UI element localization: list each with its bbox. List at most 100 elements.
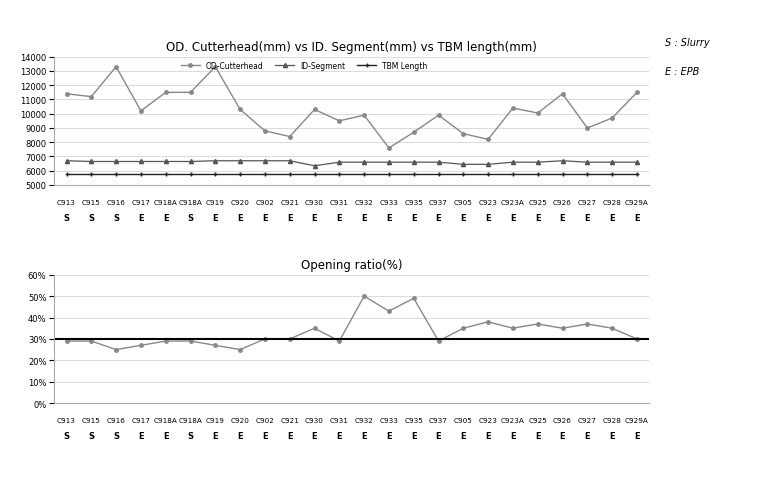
Text: E: E <box>386 431 392 440</box>
TBM Length <box>384 171 393 177</box>
OD-Cutterhead <box>261 129 270 134</box>
TBM Length <box>211 171 220 177</box>
TBM Length <box>632 171 642 177</box>
Text: C937: C937 <box>429 200 448 205</box>
Text: C937: C937 <box>429 417 448 423</box>
Text: C919: C919 <box>206 417 225 423</box>
Text: S: S <box>63 213 70 222</box>
TBM Length <box>310 171 319 177</box>
Text: E: E <box>237 213 243 222</box>
ID-Segment <box>136 159 145 165</box>
Text: C920: C920 <box>230 417 250 423</box>
Text: S: S <box>63 431 70 440</box>
Text: E: E <box>634 431 640 440</box>
Text: C932: C932 <box>355 200 373 205</box>
OD-Cutterhead <box>186 90 195 96</box>
Text: C933: C933 <box>380 200 398 205</box>
Text: C913: C913 <box>57 200 76 205</box>
Text: C916: C916 <box>107 417 125 423</box>
TBM Length <box>87 171 96 177</box>
Text: E: E <box>262 213 267 222</box>
OD-Cutterhead <box>111 65 121 71</box>
TBM Length <box>483 171 492 177</box>
Text: E: E <box>361 213 367 222</box>
TBM Length <box>285 171 295 177</box>
TBM Length <box>359 171 369 177</box>
Text: S: S <box>88 213 94 222</box>
ID-Segment <box>310 164 319 169</box>
ID-Segment <box>558 158 567 164</box>
Text: C902: C902 <box>255 200 274 205</box>
ID-Segment <box>608 160 617 166</box>
Text: C931: C931 <box>330 417 349 423</box>
ID-Segment <box>583 160 592 166</box>
Text: E: E <box>163 213 169 222</box>
OD-Cutterhead <box>509 106 518 112</box>
ID-Segment <box>434 160 443 166</box>
TBM Length <box>186 171 195 177</box>
TBM Length <box>409 171 418 177</box>
Text: C905: C905 <box>454 200 473 205</box>
Line: OD-Cutterhead: OD-Cutterhead <box>65 66 638 150</box>
Line: TBM Length: TBM Length <box>64 172 639 177</box>
OD-Cutterhead <box>87 95 96 100</box>
Text: E: E <box>237 431 243 440</box>
Text: E: E <box>262 431 267 440</box>
Text: C927: C927 <box>578 417 597 423</box>
TBM Length <box>458 171 468 177</box>
Text: C933: C933 <box>380 417 398 423</box>
Text: C913: C913 <box>57 417 76 423</box>
Text: E: E <box>461 213 466 222</box>
Title: Opening ratio(%): Opening ratio(%) <box>301 258 403 271</box>
OD-Cutterhead <box>161 90 170 96</box>
Text: E: E <box>336 431 342 440</box>
TBM Length <box>434 171 443 177</box>
Text: C923A: C923A <box>501 417 525 423</box>
ID-Segment <box>632 160 642 166</box>
OD-Cutterhead <box>632 90 642 96</box>
Text: C935: C935 <box>404 417 423 423</box>
ID-Segment <box>161 159 170 165</box>
Text: S: S <box>188 431 193 440</box>
Text: C902: C902 <box>255 417 274 423</box>
ID-Segment <box>87 159 96 165</box>
Text: S : Slurry: S : Slurry <box>665 38 710 48</box>
TBM Length <box>261 171 270 177</box>
Text: E: E <box>584 213 590 222</box>
Text: E: E <box>163 431 169 440</box>
TBM Length <box>62 171 71 177</box>
Title: OD. Cutterhead(mm) vs ID. Segment(mm) vs TBM length(mm): OD. Cutterhead(mm) vs ID. Segment(mm) vs… <box>166 41 537 54</box>
OD-Cutterhead <box>434 113 443 119</box>
Text: E: E <box>485 213 491 222</box>
Text: C931: C931 <box>330 200 349 205</box>
TBM Length <box>509 171 518 177</box>
TBM Length <box>236 171 245 177</box>
Text: C927: C927 <box>578 200 597 205</box>
Text: E: E <box>510 213 516 222</box>
ID-Segment <box>236 158 245 164</box>
OD-Cutterhead <box>558 92 567 97</box>
Text: C915: C915 <box>82 417 100 423</box>
Text: C918A: C918A <box>154 417 178 423</box>
Text: C905: C905 <box>454 417 473 423</box>
Text: S: S <box>188 213 193 222</box>
OD-Cutterhead <box>583 126 592 132</box>
Text: E: E <box>436 213 441 222</box>
ID-Segment <box>359 160 369 166</box>
Text: C919: C919 <box>206 200 225 205</box>
OD-Cutterhead <box>533 111 543 117</box>
ID-Segment <box>509 160 518 166</box>
ID-Segment <box>62 158 71 164</box>
ID-Segment <box>285 158 295 164</box>
Text: S: S <box>88 431 94 440</box>
TBM Length <box>335 171 344 177</box>
TBM Length <box>111 171 121 177</box>
Text: C918A: C918A <box>179 417 203 423</box>
Text: C928: C928 <box>603 417 621 423</box>
OD-Cutterhead <box>62 92 71 97</box>
OD-Cutterhead <box>409 130 418 136</box>
Text: C930: C930 <box>305 200 324 205</box>
Text: E: E <box>411 213 417 222</box>
ID-Segment <box>111 159 121 165</box>
OD-Cutterhead <box>285 134 295 140</box>
